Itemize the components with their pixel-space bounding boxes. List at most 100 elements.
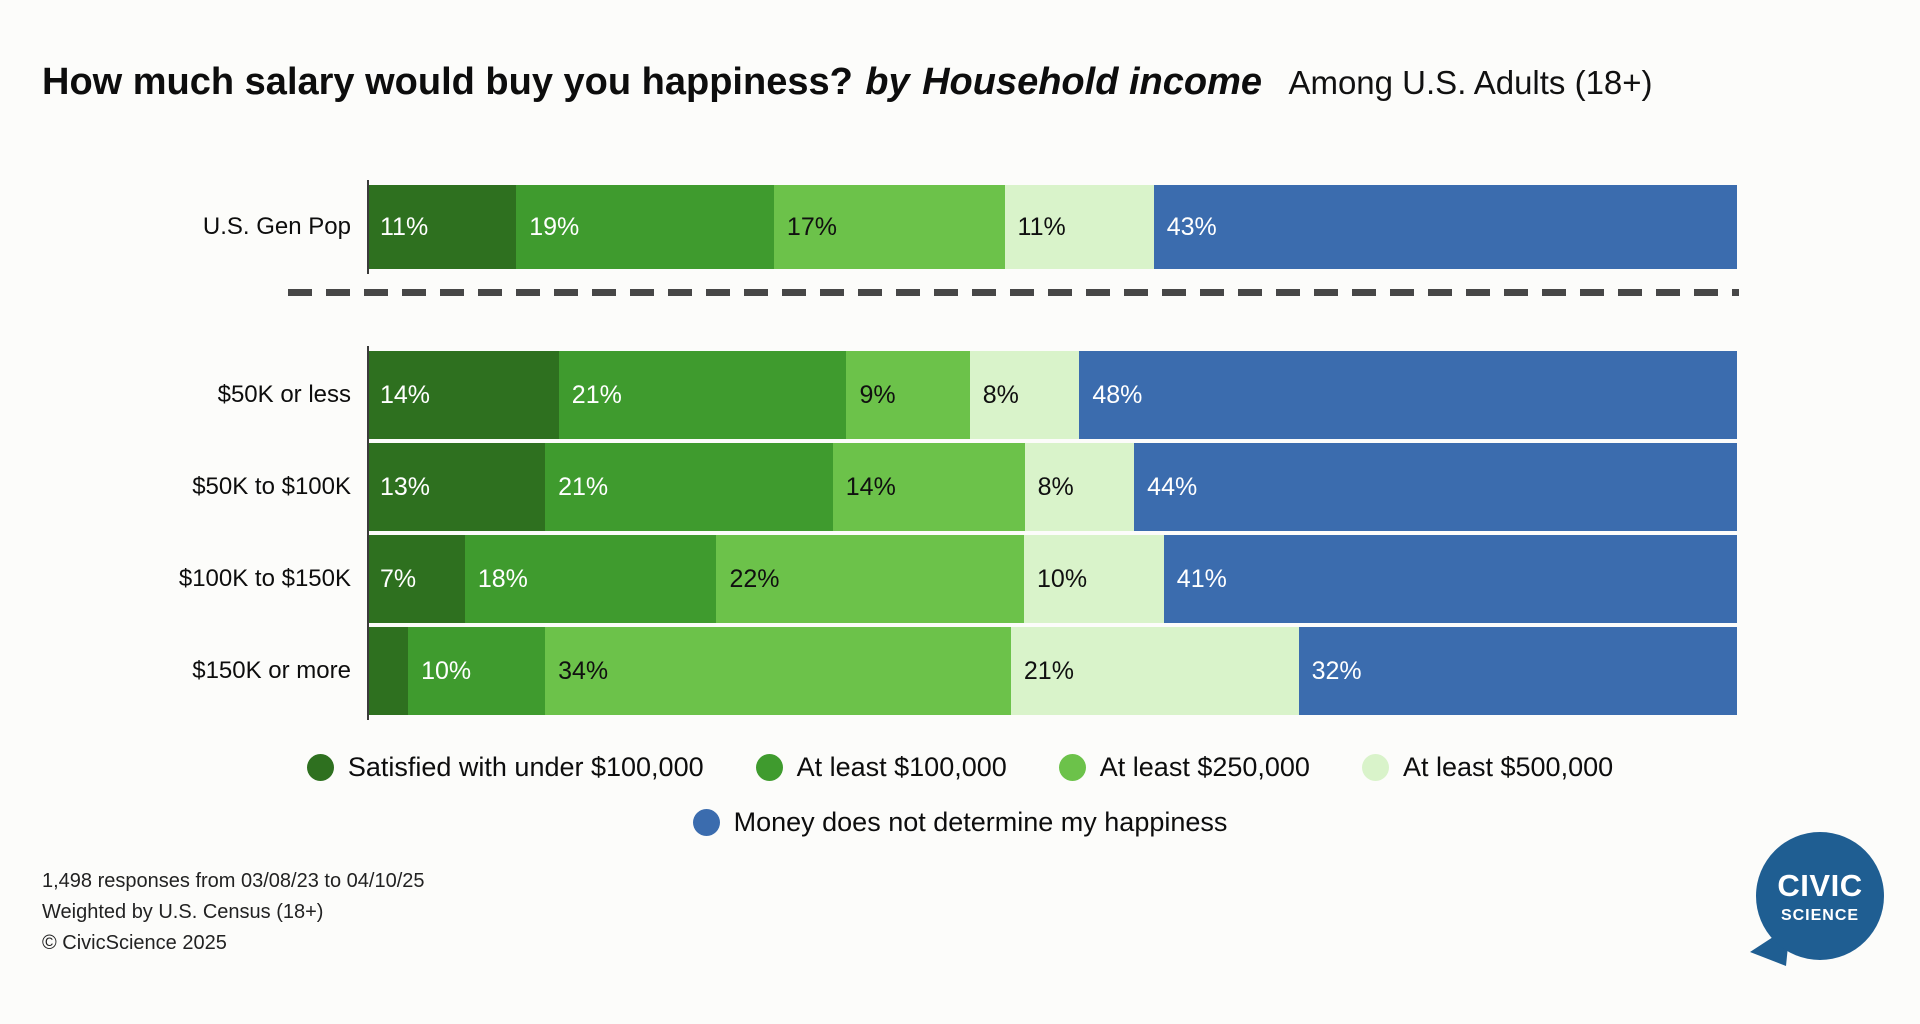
bar-value-label: 17% [786, 212, 837, 241]
bar-segment: 14% [367, 351, 559, 439]
bar-segment: 7% [367, 535, 465, 623]
legend-label: At least $500,000 [1402, 752, 1614, 782]
legend-swatch-icon [692, 809, 720, 836]
chart-row: $50K to $100K 13% 21% 14% 8% 44% [0, 443, 1920, 531]
bar-segment: 48% [1079, 351, 1737, 439]
chart-row: $100K to $150K 7% 18% 22% 10% 41% [0, 535, 1920, 623]
bar-segment: 32% [1298, 627, 1737, 715]
chart-row: $50K or less 14% 21% 9% 8% 48% [0, 351, 1920, 439]
bar-segment: 8% [1024, 443, 1135, 531]
bar-segment: 11% [367, 185, 517, 269]
bar-segment: 10% [408, 627, 546, 715]
bar-value-label: 44% [1147, 472, 1198, 501]
bar-value-label: 43% [1166, 212, 1217, 241]
bar-value-label: 7% [380, 564, 417, 593]
legend-item: At least $500,000 [1361, 752, 1614, 783]
y-axis-line [367, 180, 369, 274]
bar-segment: 21% [558, 351, 847, 439]
row-label: $50K to $100K [192, 473, 351, 500]
bar-segment: 14% [832, 443, 1025, 531]
bar-segment: 43% [1153, 185, 1737, 269]
footer-weighting: Weighted by U.S. Census (18+) [42, 901, 324, 923]
bar-segment: 21% [1010, 627, 1299, 715]
bar-segment: 22% [716, 535, 1025, 623]
bar-value-label: 10% [1037, 564, 1088, 593]
bar-segment: 34% [545, 627, 1011, 715]
bar-segment [367, 627, 409, 715]
logo-text-science: SCIENCE [1781, 907, 1859, 924]
title-segment: Household income [922, 61, 1262, 103]
legend-item: At least $250,000 [1058, 752, 1310, 783]
bar-value-label: 8% [982, 380, 1019, 409]
bar-value-label: 22% [729, 564, 780, 593]
divider-dashed-line [288, 289, 1739, 296]
bar-segment: 17% [773, 185, 1005, 269]
bar-segment: 18% [464, 535, 717, 623]
genpop-block: U.S. Gen Pop 11% 19% 17% 11% 43% [0, 180, 1920, 274]
legend-swatch-icon [1058, 754, 1086, 781]
legend-label: Satisfied with under $100,000 [347, 752, 704, 782]
stacked-bar: 10% 34% 21% 32% [367, 627, 1737, 715]
legend-line-1: Satisfied with under $100,000 At least $1… [0, 752, 1920, 783]
civicscience-logo-icon: CIVIC SCIENCE [1750, 832, 1884, 966]
footer-notes: 1,498 responses from 03/08/23 to 04/10/2… [42, 866, 425, 959]
legend-item: Satisfied with under $100,000 [306, 752, 704, 783]
legend-item: At least $100,000 [755, 752, 1007, 783]
bar-segment: 11% [1004, 185, 1154, 269]
page-title: How much salary would buy you happiness?… [42, 58, 1653, 114]
legend-label: At least $100,000 [796, 752, 1007, 782]
income-rows-block: $50K or less 14% 21% 9% 8% 48% $50K to $100K 13… [0, 346, 1920, 720]
logo-circle [1756, 832, 1884, 960]
bar-value-label: 19% [529, 212, 580, 241]
legend-label: At least $250,000 [1099, 752, 1310, 782]
bar-value-label: 14% [380, 380, 431, 409]
row-label: $150K or more [192, 657, 351, 684]
legend-line-2: Money does not determine my happiness [0, 807, 1920, 838]
bar-value-label: 41% [1176, 564, 1227, 593]
bar-value-label: 21% [571, 380, 622, 409]
footer-responses: 1,498 responses from 03/08/23 to 04/10/2… [42, 870, 425, 892]
row-label: U.S. Gen Pop [202, 213, 351, 240]
row-label: $100K to $150K [178, 565, 351, 592]
bar-value-label: 8% [1037, 472, 1074, 501]
bar-segment: 41% [1163, 535, 1737, 623]
bar-segment: 9% [846, 351, 970, 439]
bar-value-label: 13% [380, 472, 431, 501]
legend: Satisfied with under $100,000 At least $1… [0, 752, 1920, 838]
bar-value-label: 34% [558, 656, 609, 685]
bar-value-label: 21% [1023, 656, 1074, 685]
bar-value-label: 9% [859, 380, 896, 409]
legend-swatch-icon [306, 754, 334, 781]
logo-text-civic: CIVIC [1777, 868, 1862, 903]
bar-value-label: 48% [1092, 380, 1143, 409]
bar-value-label: 21% [558, 472, 609, 501]
bar-segment: 13% [367, 443, 546, 531]
y-axis-line [367, 346, 369, 720]
legend-item: Money does not determine my happiness [692, 807, 1228, 838]
bar-segment: 21% [545, 443, 833, 531]
legend-swatch-icon [1361, 754, 1389, 781]
stacked-bar: 14% 21% 9% 8% 48% [367, 351, 1737, 439]
bar-value-label: 10% [421, 656, 472, 685]
legend-label: Money does not determine my happiness [733, 807, 1228, 837]
bar-value-label: 11% [1017, 212, 1066, 241]
bar-segment: 44% [1134, 443, 1737, 531]
chart-row: $150K or more 10% 34% 21% 32% [0, 627, 1920, 715]
footer-copyright: © CivicScience 2025 [42, 932, 227, 954]
bar-value-label: 32% [1311, 656, 1362, 685]
stacked-bar: 7% 18% 22% 10% 41% [367, 535, 1737, 623]
chart-row: U.S. Gen Pop 11% 19% 17% 11% 43% [0, 185, 1920, 269]
bar-segment: 19% [516, 185, 774, 269]
bar-value-label: 14% [845, 472, 896, 501]
title-question: How much salary would buy you happiness? [42, 61, 853, 103]
bar-value-label: 11% [380, 212, 429, 241]
title-by: by [865, 61, 910, 103]
bar-segment: 10% [1024, 535, 1164, 623]
row-label: $50K or less [217, 381, 351, 408]
stacked-bar: 13% 21% 14% 8% 44% [367, 443, 1737, 531]
title-audience: Among U.S. Adults (18+) [1288, 64, 1653, 101]
bar-value-label: 18% [477, 564, 528, 593]
stacked-bar: 11% 19% 17% 11% 43% [367, 185, 1737, 269]
stacked-bar-chart: U.S. Gen Pop 11% 19% 17% 11% 43% $50K or less… [0, 180, 1920, 720]
